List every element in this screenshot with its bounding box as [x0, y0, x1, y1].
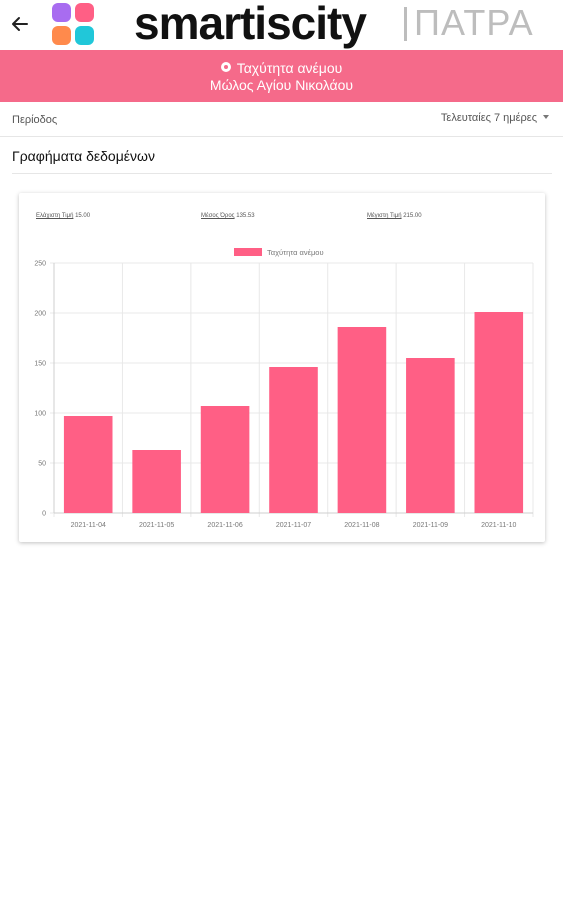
chart-card: Ελάχιστη Τιμή 15.00 Μέσος Όρος 135.53 Μέ…	[19, 193, 545, 542]
x-tick-label: 2021-11-06	[207, 522, 242, 529]
legend-swatch	[234, 248, 262, 256]
brand-divider	[404, 7, 407, 41]
legend-label: Ταχύτητα ανέμου	[267, 248, 324, 257]
y-tick-label: 150	[34, 361, 46, 368]
bar	[200, 406, 250, 513]
period-label: Περίοδος	[12, 114, 58, 126]
location-pin-icon	[220, 62, 231, 72]
bar	[269, 367, 318, 513]
stat-max-label: Μέγιστη Τιμή	[367, 213, 402, 219]
period-row: Περίοδος Τελευταίες 7 ημέρες	[0, 102, 563, 137]
y-tick-label: 0	[42, 511, 46, 518]
y-tick-label: 50	[38, 461, 46, 468]
bar	[406, 358, 455, 513]
section-title: Γραφήματα δεδομένων	[12, 148, 155, 164]
stat-min-value: 15.00	[75, 213, 91, 219]
x-tick-label: 2021-11-08	[344, 522, 379, 529]
section-divider	[12, 173, 552, 174]
sensor-metric: Ταχύτητα ανέμου	[236, 60, 343, 76]
period-dropdown[interactable]: Τελευταίες 7 ημέρες	[441, 112, 549, 124]
stat-avg: Μέσος Όρος 135.53	[201, 213, 255, 219]
stat-max-value: 215.00	[403, 213, 422, 219]
stat-min-label: Ελάχιστη Τιμή	[36, 213, 74, 219]
stat-min: Ελάχιστη Τιμή 15.00	[36, 213, 90, 219]
bar	[474, 312, 524, 513]
sensor-location: Μώλος Αγίου Νικολάου	[209, 77, 354, 93]
stat-max: Μέγιστη Τιμή 215.00	[367, 213, 422, 219]
arrow-left-icon[interactable]	[8, 12, 32, 36]
sensor-banner: Ταχύτητα ανέμου Μώλος Αγίου Νικολάου	[0, 50, 563, 102]
x-tick-label: 2021-11-04	[71, 522, 106, 529]
app-header: smartiscity ΠΑΤΡΑ	[0, 0, 563, 50]
bar	[337, 327, 387, 513]
x-tick-label: 2021-11-07	[276, 522, 311, 529]
x-tick-label: 2021-11-05	[139, 522, 174, 529]
smartiscity-logo-icon	[52, 3, 94, 45]
city-name: ΠΑΤΡΑ	[414, 2, 534, 43]
x-tick-label: 2021-11-09	[413, 522, 448, 529]
bar-chart: 0 50 100 150 200 250 2021-11-04 2021-11-05 2021-…	[34, 248, 534, 529]
period-selected-value: Τελευταίες 7 ημέρες	[440, 112, 537, 124]
y-tick-label: 200	[34, 311, 46, 318]
x-tick-label: 2021-11-10	[481, 522, 516, 529]
bar	[132, 450, 181, 513]
y-tick-label: 100	[34, 411, 46, 418]
stat-avg-value: 135.53	[236, 213, 255, 219]
y-tick-label: 250	[34, 261, 46, 268]
stat-avg-label: Μέσος Όρος	[201, 213, 235, 219]
brand-name: smartiscity	[134, 0, 367, 49]
bar	[63, 416, 113, 513]
caret-down-icon	[543, 115, 549, 119]
